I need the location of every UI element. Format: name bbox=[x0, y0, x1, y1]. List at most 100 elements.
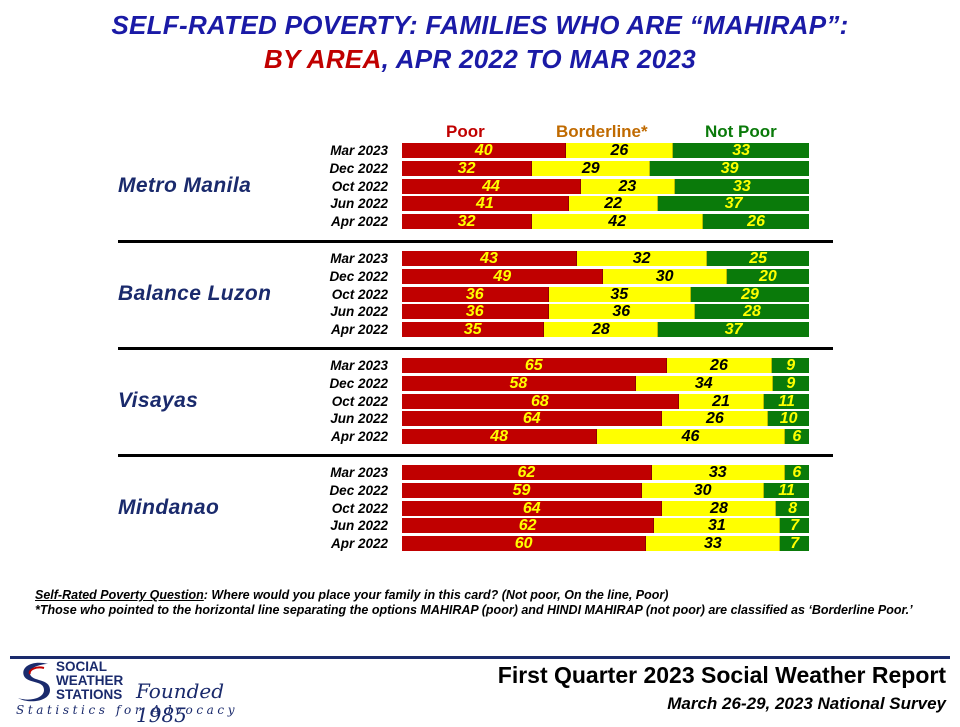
footnote-borderline: *Those who pointed to the horizontal lin… bbox=[35, 603, 913, 617]
bar-segment-not-poor: 28 bbox=[695, 304, 809, 320]
stacked-bar: 43 32 25 bbox=[402, 251, 809, 267]
bar-segment-poor: 41 bbox=[402, 196, 569, 212]
question-label: Self-Rated Poverty Question bbox=[35, 588, 204, 602]
period-label: Mar 2023 bbox=[330, 251, 388, 266]
stacked-bar: 36 36 28 bbox=[402, 304, 809, 320]
bar-segment-not-poor: 26 bbox=[703, 214, 809, 230]
stacked-bar: 58 34 9 bbox=[402, 375, 809, 391]
bar-segment-not-poor: 37 bbox=[658, 196, 809, 212]
bar-segment-poor: 65 bbox=[402, 358, 667, 374]
bar-segment-not-poor: 33 bbox=[674, 178, 809, 194]
bar-segment-not-poor: 9 bbox=[772, 375, 809, 391]
area-label: Metro Manila bbox=[118, 174, 252, 197]
bar-segment-not-poor: 10 bbox=[768, 411, 809, 427]
period-label: Jun 2022 bbox=[330, 196, 388, 212]
bar-segment-poor: 43 bbox=[402, 251, 577, 267]
area-label: Visayas bbox=[118, 389, 199, 412]
stacked-bar: 64 28 8 bbox=[402, 500, 809, 516]
bar-segment-borderline: 23 bbox=[581, 178, 675, 194]
bar-segment-not-poor: 11 bbox=[764, 393, 809, 409]
stacked-bar: 32 42 26 bbox=[402, 214, 809, 230]
period-label: Jun 2022 bbox=[330, 411, 388, 427]
bar-segment-not-poor: 6 bbox=[784, 465, 809, 481]
bar-segment-not-poor: 9 bbox=[772, 358, 809, 374]
title-date-range: , APR 2022 TO MAR 2023 bbox=[381, 44, 697, 74]
bar-segment-poor: 68 bbox=[402, 393, 679, 409]
stacked-bar: 64 26 10 bbox=[402, 411, 809, 427]
period-label: Jun 2022 bbox=[330, 518, 388, 534]
bar-segment-not-poor: 7 bbox=[780, 518, 809, 534]
period-label: Oct 2022 bbox=[331, 178, 388, 194]
stacked-bar: 35 28 37 bbox=[402, 322, 809, 338]
period-label: Dec 2022 bbox=[329, 160, 388, 176]
period-label: Mar 2023 bbox=[330, 358, 388, 373]
bar-segment-poor: 58 bbox=[402, 375, 636, 391]
bar-segment-borderline: 32 bbox=[577, 251, 708, 267]
stacked-bar: 41 22 37 bbox=[402, 196, 809, 212]
bar-segment-poor: 40 bbox=[402, 143, 567, 159]
period-label: Oct 2022 bbox=[331, 393, 388, 409]
legend-not-poor: Not Poor bbox=[705, 122, 777, 141]
group-divider bbox=[118, 347, 833, 350]
stacked-bar: 59 30 11 bbox=[402, 482, 809, 498]
period-label: Apr 2022 bbox=[330, 322, 388, 338]
bar-segment-not-poor: 6 bbox=[784, 429, 809, 445]
bar-segment-poor: 62 bbox=[402, 465, 652, 481]
stacked-bar: 62 33 6 bbox=[402, 465, 809, 481]
bar-segment-borderline: 36 bbox=[548, 304, 696, 320]
sws-swoosh-icon bbox=[18, 662, 50, 702]
bar-segment-borderline: 33 bbox=[651, 465, 785, 481]
bar-segment-poor: 60 bbox=[402, 536, 647, 552]
bar-segment-not-poor: 37 bbox=[658, 322, 809, 338]
bar-segment-borderline: 26 bbox=[662, 411, 769, 427]
bar-segment-poor: 62 bbox=[402, 518, 655, 534]
legend-borderline: Borderline* bbox=[556, 122, 648, 141]
stacked-bar: 36 35 29 bbox=[402, 286, 809, 302]
area-label: Mindanao bbox=[118, 496, 220, 519]
footnote-question: Self-Rated Poverty Question: Where would… bbox=[35, 588, 930, 603]
stacked-bar: 65 26 9 bbox=[402, 358, 809, 374]
bar-segment-poor: 32 bbox=[402, 214, 533, 230]
group-divider bbox=[118, 240, 833, 243]
bar-segment-not-poor: 8 bbox=[776, 500, 809, 516]
bar-segment-poor: 36 bbox=[402, 304, 549, 320]
bar-segment-poor: 64 bbox=[402, 411, 663, 427]
bar-segment-not-poor: 25 bbox=[707, 251, 809, 267]
bar-segment-poor: 44 bbox=[402, 178, 582, 194]
stacked-bar: 60 33 7 bbox=[402, 536, 809, 552]
bar-segment-borderline: 30 bbox=[642, 482, 765, 498]
bar-segment-borderline: 28 bbox=[662, 500, 777, 516]
stacked-bar: 44 23 33 bbox=[402, 178, 809, 194]
bar-segment-borderline: 46 bbox=[597, 429, 785, 445]
period-label: Dec 2022 bbox=[329, 268, 388, 284]
survey-dates: March 26-29, 2023 National Survey bbox=[667, 694, 946, 713]
logo-tagline: Statistics for Advocacy bbox=[16, 703, 239, 717]
footer-divider bbox=[10, 656, 950, 659]
stacked-bar: 49 30 20 bbox=[402, 268, 809, 284]
period-label: Mar 2023 bbox=[330, 143, 388, 158]
bar-segment-borderline: 35 bbox=[548, 286, 691, 302]
legend-poor: Poor bbox=[446, 122, 485, 141]
bar-segment-borderline: 29 bbox=[532, 160, 651, 176]
bar-segment-not-poor: 29 bbox=[690, 286, 809, 302]
bar-segment-poor: 48 bbox=[402, 429, 598, 445]
bar-segment-not-poor: 7 bbox=[780, 536, 809, 552]
bar-segment-borderline: 31 bbox=[654, 518, 781, 534]
bar-segment-poor: 49 bbox=[402, 268, 604, 284]
logo-text: SOCIAL WEATHER STATIONS bbox=[56, 660, 123, 702]
bar-segment-not-poor: 11 bbox=[764, 482, 809, 498]
chart-title-line1: SELF-RATED POVERTY: FAMILIES WHO ARE “MA… bbox=[111, 10, 849, 40]
bar-segment-borderline: 30 bbox=[603, 268, 727, 284]
chart-title-line2: BY AREA, APR 2022 TO MAR 2023 bbox=[0, 44, 960, 75]
stacked-bar: 62 31 7 bbox=[402, 518, 809, 534]
bar-segment-poor: 59 bbox=[402, 482, 643, 498]
bar-segment-poor: 32 bbox=[402, 160, 533, 176]
area-label: Balance Luzon bbox=[118, 282, 272, 305]
bar-segment-poor: 36 bbox=[402, 286, 549, 302]
period-label: Oct 2022 bbox=[331, 286, 388, 302]
bar-segment-not-poor: 39 bbox=[650, 160, 809, 176]
bar-segment-not-poor: 20 bbox=[726, 268, 809, 284]
stacked-bar: 40 26 33 bbox=[402, 143, 809, 159]
period-label: Apr 2022 bbox=[330, 429, 388, 445]
period-label: Mar 2023 bbox=[330, 465, 388, 480]
